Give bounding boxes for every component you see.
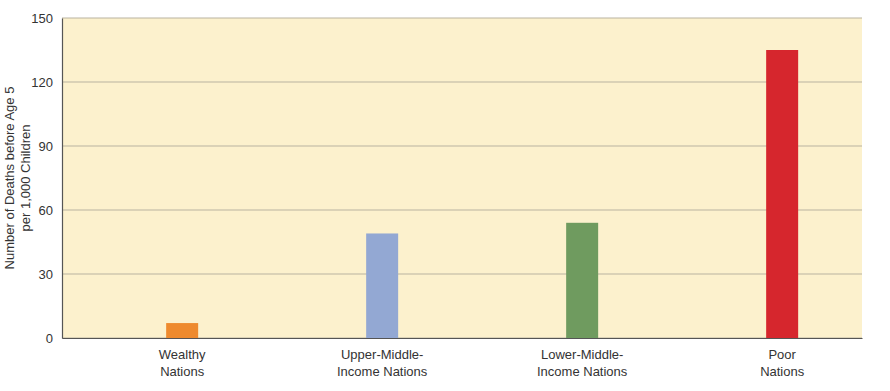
tick: Upper-Middle- Income Nations: [337, 338, 428, 379]
y-axis-title-line: Number of Deaths before Age 5: [2, 87, 17, 270]
tick-label: 0: [46, 331, 53, 346]
y-axis: 0 30 60 90 120 150: [31, 11, 62, 346]
tick: Poor Nations: [760, 338, 805, 379]
tick: Lower-Middle- Income Nations: [537, 338, 628, 379]
grid: [62, 18, 862, 338]
tick-label: Wealthy Nations: [159, 347, 206, 379]
grid-line: [62, 82, 862, 83]
tick-label-line: Income Nations: [337, 364, 428, 379]
bar: [566, 223, 598, 338]
tick: 30: [39, 267, 62, 282]
grid-line: [62, 18, 862, 19]
y-axis-title: Number of Deaths before Age 5per 1,000 C…: [2, 87, 33, 270]
tick-label-line: Nations: [760, 364, 805, 379]
tick: 90: [39, 139, 62, 154]
tick-label-line: Poor: [768, 347, 796, 362]
tick-label-line: Wealthy: [159, 347, 206, 362]
bar: [766, 50, 798, 338]
axis-line: [63, 338, 863, 339]
tick-label: Upper-Middle- Income Nations: [337, 347, 428, 379]
grid-line: [62, 274, 862, 275]
tick-label: 30: [39, 267, 53, 282]
bar: [166, 323, 198, 338]
bars: [166, 50, 798, 338]
tick: 120: [31, 75, 62, 90]
y-axis-title-line: per 1,000 Children: [18, 125, 33, 232]
axis-line: [62, 19, 63, 339]
plot-background: [62, 18, 862, 338]
bar: [366, 233, 398, 338]
grid-line: [62, 146, 862, 147]
tick-label: 90: [39, 139, 53, 154]
chart: 0 30 60 90 120 150 Wealthy Nations Upper-Middle-…: [0, 0, 890, 391]
tick-label-line: Income Nations: [537, 364, 628, 379]
tick-label: 60: [39, 203, 53, 218]
tick: 0: [46, 331, 62, 346]
tick-label-line: Nations: [160, 364, 205, 379]
tick-label: 150: [31, 11, 53, 26]
tick: Wealthy Nations: [159, 338, 206, 379]
tick-label: Poor Nations: [760, 347, 805, 379]
tick-label-line: Upper-Middle-: [341, 347, 423, 362]
x-axis: Wealthy Nations Upper-Middle- Income Nation…: [63, 338, 863, 379]
tick-label: 120: [31, 75, 53, 90]
tick-label: Lower-Middle- Income Nations: [537, 347, 628, 379]
tick-label-line: Lower-Middle-: [541, 347, 623, 362]
tick: 60: [39, 203, 62, 218]
tick: 150: [31, 11, 62, 26]
grid-line: [62, 210, 862, 211]
